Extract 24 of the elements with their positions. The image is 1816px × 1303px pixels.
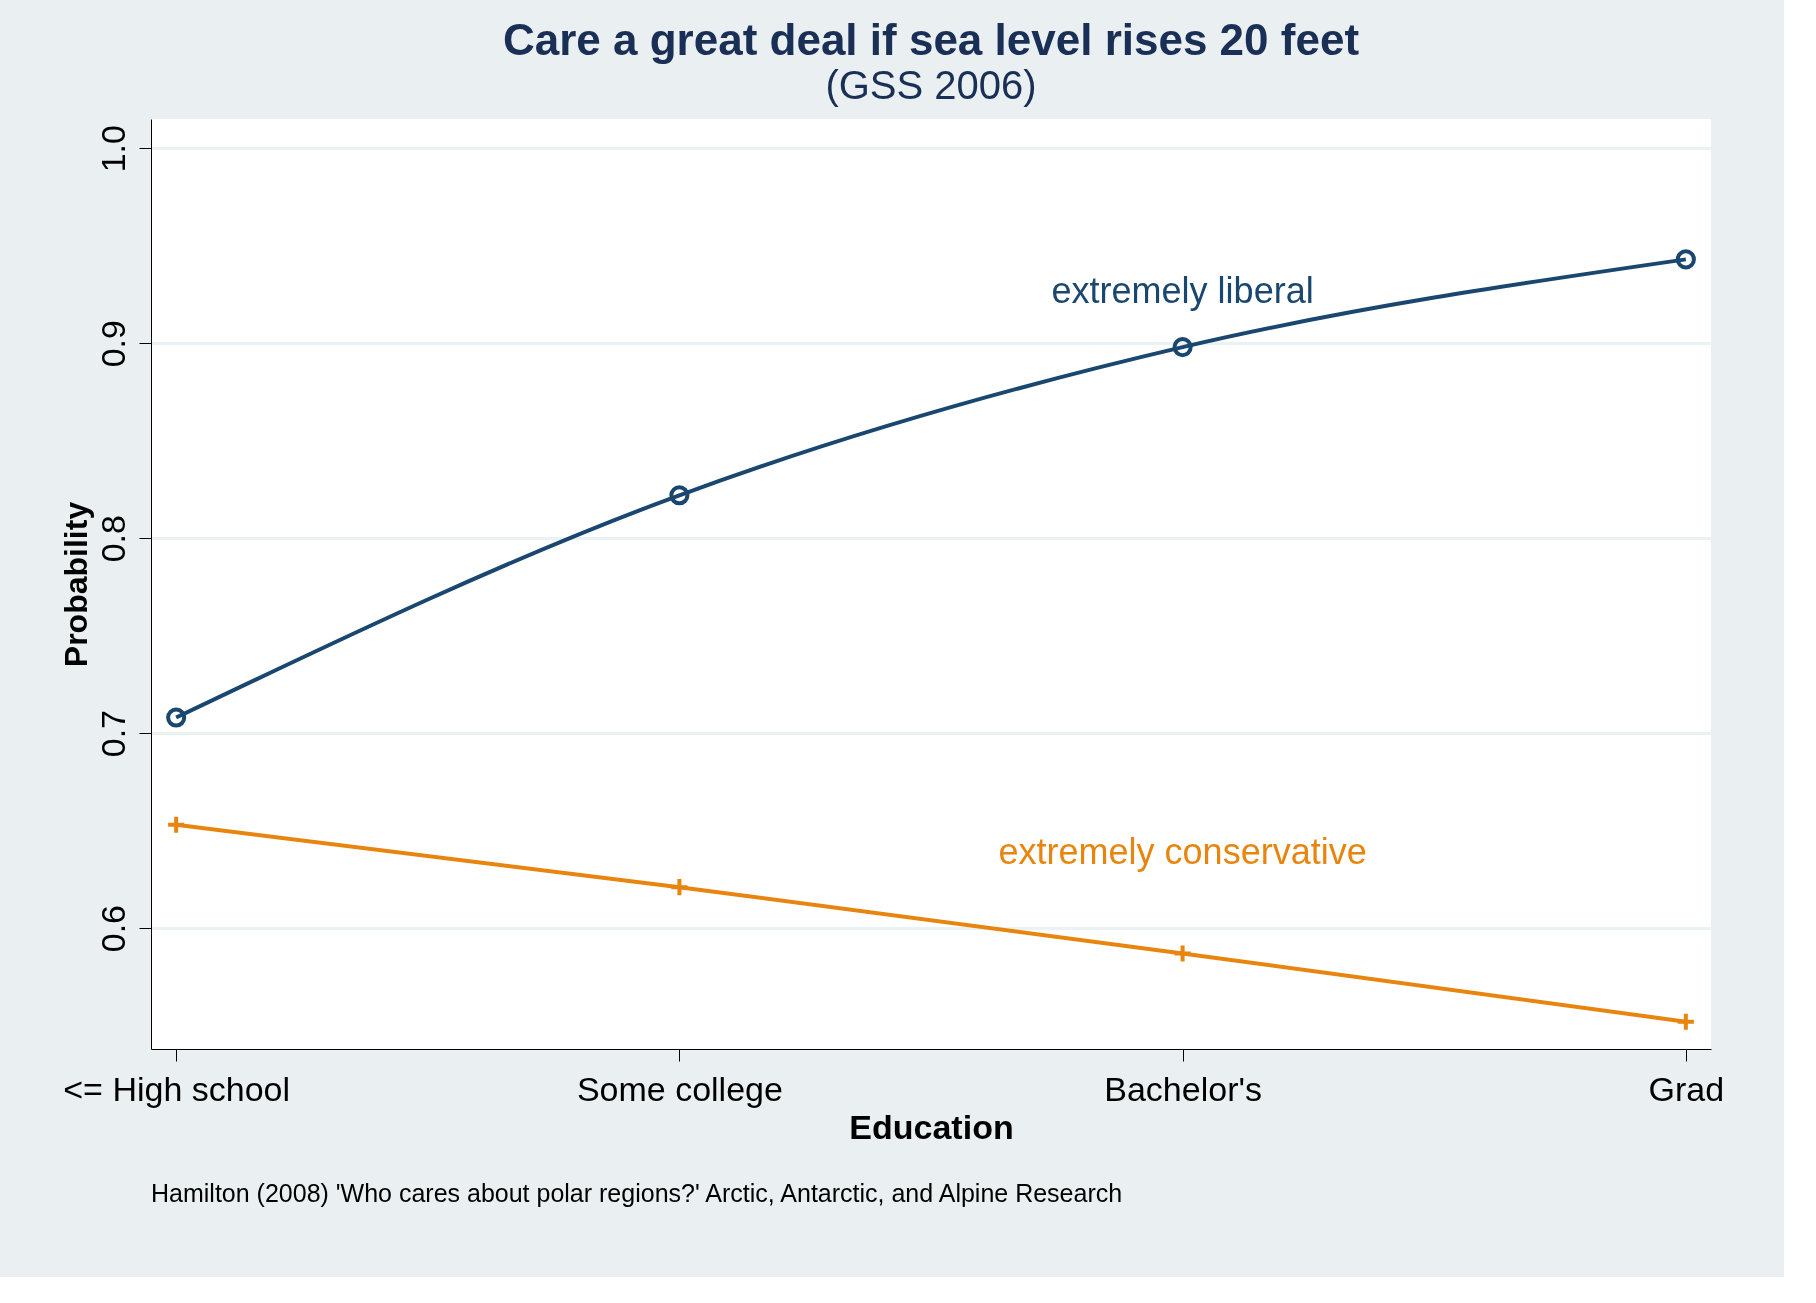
series-label: extremely liberal bbox=[1051, 270, 1314, 312]
y-tick-label: 1.0 bbox=[93, 125, 132, 173]
point bbox=[669, 485, 690, 506]
point bbox=[1675, 249, 1696, 270]
x-tick-label: Grad bbox=[1648, 1069, 1725, 1108]
x-tick-label: <= High school bbox=[63, 1069, 291, 1108]
y-axis-title: Probability bbox=[57, 501, 94, 668]
y-tick-label: 0.9 bbox=[93, 320, 132, 368]
y-tick-label: 0.8 bbox=[93, 515, 132, 563]
x-tick-label: Some college bbox=[576, 1069, 783, 1108]
y-tick-label: 0.7 bbox=[93, 710, 132, 758]
text: Hamilton (2008) 'Who cares about polar regions?' Arctic, Antarctic, and Alpine Research bbox=[151, 1179, 1123, 1207]
x-axis-title: Education bbox=[849, 1107, 1014, 1146]
x-tick-label: Bachelor's bbox=[1104, 1069, 1262, 1108]
point bbox=[669, 877, 690, 898]
point bbox=[1675, 1011, 1696, 1032]
point bbox=[1172, 943, 1193, 964]
point bbox=[166, 707, 187, 728]
chart-subtitle: (GSS 2006) bbox=[825, 63, 1037, 107]
series-label: extremely conservative bbox=[998, 831, 1367, 873]
chart-title: Care a great deal if sea level rises 20 feet bbox=[502, 15, 1360, 64]
y-tick-label: 0.6 bbox=[93, 904, 132, 953]
point bbox=[1172, 337, 1193, 358]
point bbox=[166, 814, 187, 835]
